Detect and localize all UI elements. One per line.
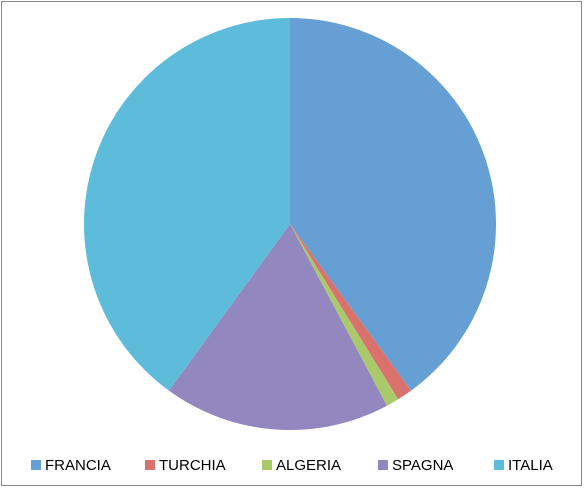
legend-label: FRANCIA xyxy=(45,457,111,474)
legend-swatch xyxy=(262,460,272,470)
legend-label: ALGERIA xyxy=(276,457,341,474)
pie-slice xyxy=(83,18,290,391)
legend-swatch xyxy=(145,460,155,470)
legend-swatch xyxy=(378,460,388,470)
pie-slice xyxy=(290,18,497,391)
pie-slice xyxy=(290,224,412,400)
legend-label: ITALIA xyxy=(508,457,553,474)
legend-swatch xyxy=(494,460,504,470)
legend-label: TURCHIA xyxy=(159,457,226,474)
legend-swatch xyxy=(31,460,41,470)
pie-slice xyxy=(290,224,399,406)
pie-slice xyxy=(168,224,387,430)
legend-label: SPAGNA xyxy=(392,457,453,474)
